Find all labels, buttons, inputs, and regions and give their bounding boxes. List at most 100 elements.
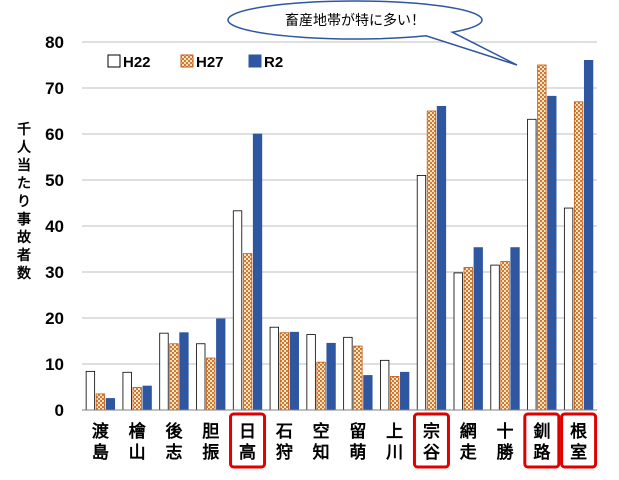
bar-r2 (216, 318, 226, 411)
y-tick-label: 50 (45, 171, 64, 190)
bar-h22 (416, 174, 427, 411)
bar-h22 (269, 326, 279, 411)
bar-h22 (306, 334, 316, 411)
bar-r2 (510, 247, 520, 411)
legend-item: R2 (248, 54, 283, 71)
bar-h27 (279, 332, 289, 411)
bar-h27 (169, 343, 179, 411)
category-label: 檜山 (129, 421, 147, 463)
callout-bubble (227, 0, 518, 66)
bar-r2 (179, 332, 189, 411)
legend-swatch (107, 54, 121, 68)
bar-h27 (463, 266, 473, 411)
bar-h27 (95, 393, 106, 411)
y-tick-label: 30 (45, 263, 64, 282)
highlight-box (523, 412, 561, 469)
y-tick-label: 70 (45, 79, 64, 98)
bar-r2 (142, 385, 152, 411)
bar-h22 (122, 371, 132, 411)
category-text: 留萌 (349, 421, 366, 463)
bar-r2 (252, 133, 263, 411)
category-text: 釧路 (533, 421, 551, 463)
bar-h27 (316, 361, 326, 411)
bar-h27 (500, 261, 510, 411)
category-label: 網走 (460, 421, 477, 463)
y-tick-label: 10 (45, 355, 64, 374)
bar-r2 (436, 106, 447, 411)
bar-r2 (105, 398, 116, 411)
highlight-box (412, 412, 450, 469)
category-label: 上川 (385, 422, 403, 463)
category-label: 釧路 (523, 412, 561, 469)
legend-swatch (180, 54, 194, 68)
category-text: 網走 (460, 421, 477, 463)
legend-label: H22 (123, 54, 151, 71)
category-label: 十勝 (497, 421, 515, 463)
category-label: 後志 (165, 421, 183, 463)
bar-r2 (363, 375, 373, 411)
bar-h22 (85, 370, 96, 411)
bar-r2 (289, 331, 299, 411)
y-tick-label: 0 (55, 401, 64, 420)
category-text: 空知 (312, 421, 330, 463)
highlight-box (560, 412, 598, 469)
category-text: 十勝 (497, 421, 515, 463)
legend-swatch (248, 54, 262, 68)
y-tick-label: 40 (45, 217, 64, 236)
legend-label: R2 (264, 54, 283, 71)
bar-r2 (583, 60, 594, 411)
category-text: 日高 (239, 422, 256, 463)
y-axis-label-text: 千人当たり事故者数 (17, 121, 32, 282)
gridlines (82, 41, 597, 365)
category-label: 渡島 (92, 421, 110, 463)
y-tick-label: 20 (45, 309, 64, 328)
bar-h27 (537, 64, 547, 411)
category-text: 宗谷 (423, 421, 441, 463)
bar-h22 (563, 207, 574, 411)
category-label: 宗谷 (412, 412, 450, 469)
legend-item: H27 (180, 54, 224, 71)
y-tick-label: 80 (45, 33, 64, 52)
category-label: 胆振 (202, 422, 219, 463)
category-text: 上川 (385, 422, 403, 463)
y-tick-label: 60 (45, 125, 64, 144)
callout-text: 畜産地帯が特に多い！ (285, 12, 425, 29)
category-label: 留萌 (349, 421, 366, 463)
y-axis-label: 千人当たり事故者数 (17, 121, 32, 282)
category-text: 後志 (165, 421, 183, 463)
legend: H22 H27 R2 (107, 54, 283, 71)
bar-r2 (473, 247, 483, 411)
bar-h27 (390, 376, 400, 411)
bar-h22 (490, 264, 500, 411)
category-text: 胆振 (202, 422, 219, 463)
bar-h22 (232, 210, 243, 411)
bar-h22 (380, 359, 390, 411)
category-label: 根室 (560, 412, 598, 469)
category-label: 石狩 (275, 422, 293, 463)
bar-r2 (400, 371, 410, 411)
bar-h27 (206, 357, 216, 411)
legend-label: H27 (196, 54, 224, 71)
highlight-box (229, 412, 267, 469)
category-label: 日高 (229, 412, 267, 469)
callout: 畜産地帯が特に多い！ (227, 0, 518, 66)
legend-item: H22 (107, 54, 151, 71)
category-text: 檜山 (129, 421, 147, 463)
bar-r2 (326, 342, 336, 411)
category-text: 根室 (570, 421, 587, 463)
bar-h22 (343, 336, 353, 411)
bar-r2 (547, 95, 557, 411)
category-text: 渡島 (92, 421, 110, 463)
bar-h27 (242, 253, 253, 411)
bar-h27 (132, 387, 142, 411)
bar-h27 (573, 101, 584, 411)
bars (85, 60, 594, 411)
bar-h27 (353, 345, 363, 411)
bar-h22 (527, 118, 537, 411)
bar-h22 (196, 343, 206, 411)
bar-h22 (159, 332, 169, 411)
bar-h27 (426, 110, 437, 411)
